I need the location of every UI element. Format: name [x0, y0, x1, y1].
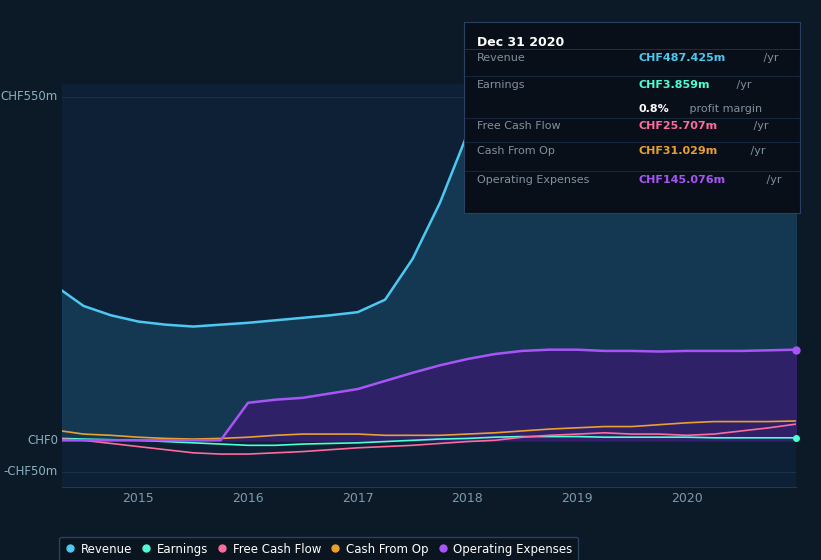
Text: CHF25.707m: CHF25.707m — [639, 122, 718, 132]
Text: Revenue: Revenue — [477, 53, 526, 63]
Text: -CHF50m: -CHF50m — [3, 465, 58, 478]
Text: 0.8%: 0.8% — [639, 104, 670, 114]
Text: CHF0: CHF0 — [27, 434, 58, 447]
Legend: Revenue, Earnings, Free Cash Flow, Cash From Op, Operating Expenses: Revenue, Earnings, Free Cash Flow, Cash … — [59, 537, 578, 560]
Text: /yr: /yr — [750, 122, 768, 132]
Text: CHF145.076m: CHF145.076m — [639, 175, 726, 185]
Text: Dec 31 2020: Dec 31 2020 — [477, 36, 565, 49]
Text: /yr: /yr — [760, 53, 778, 63]
Text: CHF487.425m: CHF487.425m — [639, 53, 726, 63]
Text: CHF3.859m: CHF3.859m — [639, 80, 710, 90]
Text: CHF31.029m: CHF31.029m — [639, 146, 718, 156]
Text: Operating Expenses: Operating Expenses — [477, 175, 589, 185]
Text: Free Cash Flow: Free Cash Flow — [477, 122, 561, 132]
Text: profit margin: profit margin — [686, 104, 762, 114]
Text: /yr: /yr — [733, 80, 752, 90]
Text: Cash From Op: Cash From Op — [477, 146, 555, 156]
Text: /yr: /yr — [746, 146, 765, 156]
Text: Earnings: Earnings — [477, 80, 525, 90]
Text: CHF550m: CHF550m — [1, 90, 58, 103]
Text: /yr: /yr — [764, 175, 782, 185]
